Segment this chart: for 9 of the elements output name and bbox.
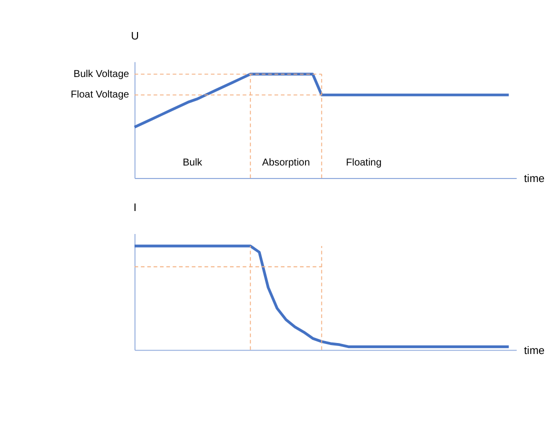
annotation: Absorption bbox=[262, 157, 310, 168]
y-axis-title: U bbox=[131, 30, 140, 42]
annotation: Bulk bbox=[182, 157, 202, 168]
x-axis-title: time bbox=[524, 173, 545, 186]
y-axis-title: I bbox=[133, 202, 136, 214]
ref-line-label: Bulk Voltage bbox=[74, 68, 130, 80]
x-axis-title: time bbox=[524, 344, 545, 357]
annotation: Floating bbox=[346, 157, 382, 168]
ref-line-label: Float Voltage bbox=[70, 90, 130, 101]
